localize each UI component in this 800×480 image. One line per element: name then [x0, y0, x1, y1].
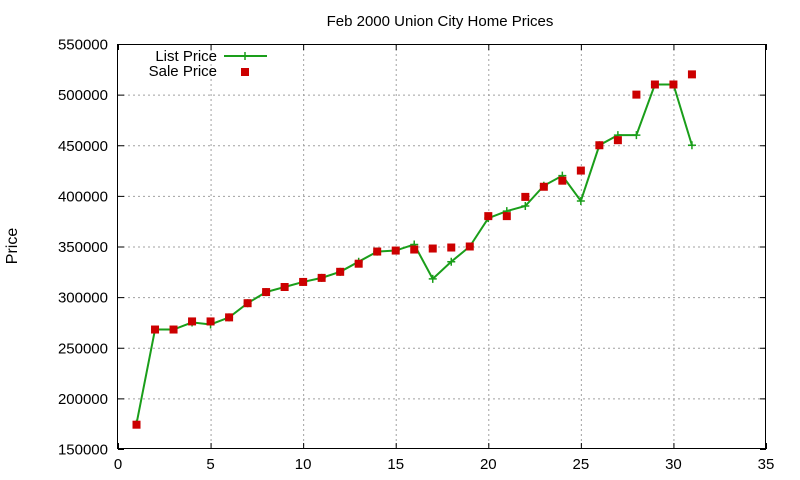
point-sale-price-13 [354, 259, 363, 268]
legend-label-list-price: List Price [155, 48, 217, 65]
y-tick-label-550000: 550000 [58, 37, 108, 54]
point-list-price-25 [576, 196, 585, 205]
point-sale-price-15 [391, 246, 400, 255]
point-sale-price-27 [613, 136, 622, 145]
point-sale-price-26 [595, 141, 604, 150]
point-sale-price-23 [539, 182, 548, 191]
point-sale-price-17 [428, 244, 437, 253]
point-sale-price-7 [243, 299, 252, 308]
point-sale-price-30 [669, 80, 678, 89]
point-sale-price-12 [336, 267, 345, 276]
point-sale-price-10 [299, 277, 308, 286]
point-list-price-31 [687, 141, 696, 150]
x-tick-label-25: 25 [573, 456, 590, 473]
chart-title: Feb 2000 Union City Home Prices [327, 13, 554, 30]
y-axis-label: Price [4, 228, 21, 265]
series-layer [132, 70, 696, 429]
point-sale-price-24 [558, 176, 567, 185]
point-list-price-18 [447, 257, 456, 266]
point-sale-price-1 [132, 420, 141, 429]
point-sale-price-22 [521, 192, 530, 201]
x-tick-label-30: 30 [665, 456, 682, 473]
x-tick-label-15: 15 [387, 456, 404, 473]
point-list-price-28 [632, 131, 641, 140]
axis-ticks: 0 5 10 15 20 25 30 35 150000 200000 250000 300000 35… [58, 37, 774, 474]
x-tick-label-0: 0 [114, 456, 122, 473]
point-list-price-22 [521, 202, 530, 210]
x-tick-label-20: 20 [480, 456, 497, 473]
x-tick-label-10: 10 [295, 456, 312, 473]
point-sale-price-28 [632, 90, 641, 99]
legend-marker-list-price [241, 52, 249, 60]
y-tick-label-200000: 200000 [58, 391, 108, 408]
y-tick-label-450000: 450000 [58, 138, 108, 155]
point-sale-price-9 [280, 283, 289, 291]
y-tick-label-250000: 250000 [58, 340, 108, 357]
y-tick-label-150000: 150000 [58, 442, 108, 459]
legend-swatch-sale-price [241, 68, 249, 76]
grid [118, 44, 766, 449]
point-sale-price-8 [262, 288, 271, 297]
series-list-price [132, 80, 696, 428]
line-list-price [135, 83, 693, 424]
point-sale-price-20 [484, 212, 493, 221]
point-sale-price-16 [410, 245, 419, 254]
point-sale-price-29 [650, 80, 659, 89]
point-sale-price-18 [447, 243, 456, 252]
point-sale-price-5 [206, 317, 215, 326]
point-sale-price-19 [465, 242, 474, 251]
plot-frame [117, 44, 766, 449]
point-sale-price-3 [169, 325, 178, 334]
point-sale-price-4 [188, 317, 197, 326]
y-tick-label-500000: 500000 [58, 87, 108, 104]
point-sale-price-25 [576, 166, 585, 175]
legend-label-sale-price: Sale Price [149, 63, 217, 80]
point-sale-price-21 [502, 212, 511, 221]
y-tick-label-400000: 400000 [58, 188, 108, 205]
series-sale-price [132, 70, 696, 429]
point-sale-price-31 [687, 70, 696, 79]
y-tick-label-350000: 350000 [58, 239, 108, 256]
legend: List Price Sale Price [149, 48, 267, 80]
point-sale-price-11 [317, 273, 326, 282]
point-list-price-17 [428, 274, 437, 283]
point-sale-price-2 [151, 325, 160, 334]
point-sale-price-6 [225, 313, 234, 322]
x-tick-label-35: 35 [758, 456, 775, 473]
x-tick-label-5: 5 [206, 456, 214, 473]
point-sale-price-14 [373, 247, 382, 256]
y-tick-label-300000: 300000 [58, 290, 108, 307]
